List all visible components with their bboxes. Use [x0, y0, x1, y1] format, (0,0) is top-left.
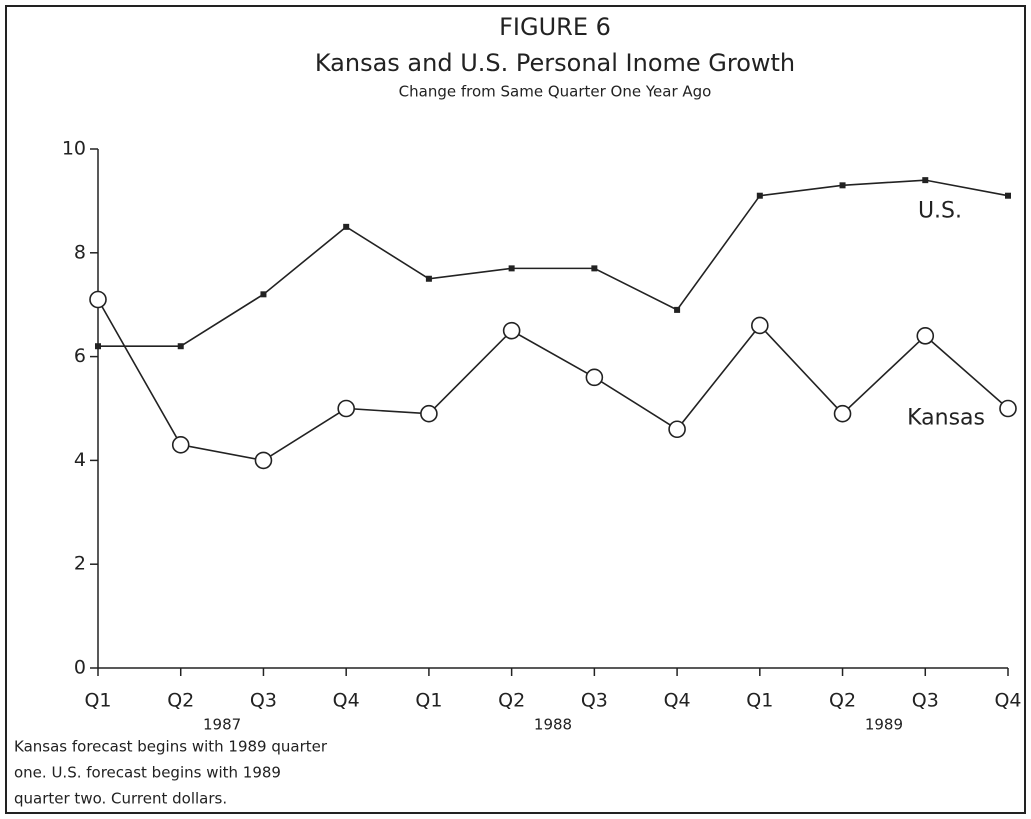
data-point: [668, 420, 686, 439]
data-point: [95, 343, 101, 350]
footnote: one. U.S. forecast begins with 1989: [14, 764, 281, 782]
y-tick-label: 6: [74, 345, 86, 367]
x-tick-label: Q4: [664, 690, 691, 712]
x-tick-label: Q2: [829, 690, 856, 712]
data-point: [591, 265, 598, 272]
series-line: [97, 299, 1009, 462]
data-point: [833, 404, 852, 423]
data-point: [502, 321, 521, 340]
series-label: Kansas: [907, 406, 985, 431]
data-point: [177, 343, 184, 350]
year-label: 1989: [865, 716, 903, 734]
footnote: quarter two. Current dollars.: [14, 790, 227, 808]
year-label: 1988: [534, 716, 572, 734]
x-tick-label: Q2: [167, 690, 194, 712]
x-tick-label: Q3: [581, 690, 608, 712]
x-tick-label: Q2: [498, 690, 525, 712]
y-tick-label: 10: [62, 138, 86, 160]
x-tick-label: Q1: [746, 690, 773, 712]
data-point: [171, 436, 190, 454]
x-tick-label: Q1: [84, 690, 111, 712]
y-tick-label: 0: [74, 657, 86, 679]
x-tick-label: Q1: [415, 690, 442, 712]
chart-subtitle-2: Change from Same Quarter One Year Ago: [399, 83, 712, 101]
chart-title: FIGURE 6: [499, 13, 611, 41]
data-point: [254, 451, 273, 470]
data-point: [343, 223, 350, 230]
x-tick-label: Q3: [912, 690, 939, 712]
data-point: [337, 399, 355, 418]
data-point: [585, 368, 604, 387]
data-point: [916, 327, 935, 345]
frame: [5, 5, 1026, 814]
chart-subtitle: Kansas and U.S. Personal Inome Growth: [315, 49, 795, 77]
y-tick-label: 2: [74, 553, 86, 575]
data-point: [839, 182, 846, 189]
data-point: [260, 291, 267, 298]
data-point: [751, 316, 769, 335]
data-point: [922, 177, 929, 184]
year-label: 1987: [203, 716, 241, 734]
data-point: [999, 399, 1017, 418]
footnote: Kansas forecast begins with 1989 quarter: [14, 738, 328, 756]
y-tick-label: 8: [74, 241, 86, 263]
series-label: U.S.: [918, 199, 962, 224]
data-point: [508, 265, 515, 272]
data-point: [425, 275, 432, 282]
data-point: [89, 290, 107, 309]
x-tick-label: Q4: [333, 690, 360, 712]
x-tick-label: Q3: [250, 690, 277, 712]
data-point: [1005, 192, 1011, 199]
y-tick-label: 4: [74, 449, 86, 471]
data-point: [674, 306, 681, 313]
data-point: [420, 404, 438, 423]
series-line: [98, 179, 1009, 348]
x-tick-label: Q4: [994, 690, 1021, 712]
data-point: [756, 192, 763, 199]
